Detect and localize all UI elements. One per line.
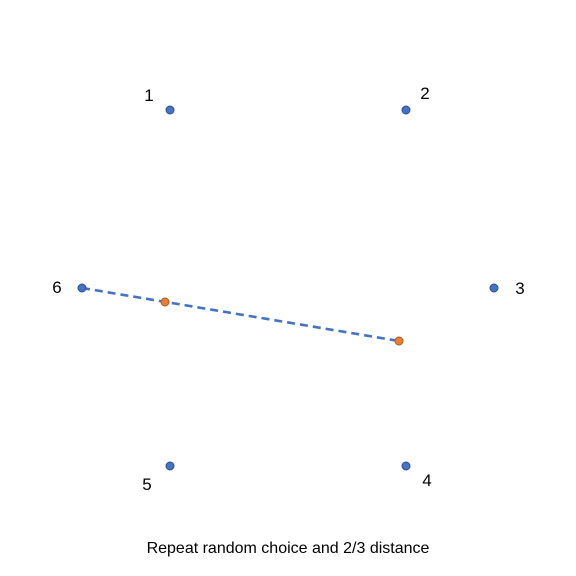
vertex-2-label: 2: [420, 84, 429, 103]
vertex-1-label: 1: [144, 86, 153, 105]
vertex-1-dot: [166, 106, 174, 114]
vertex-6-dot: [78, 284, 86, 292]
new-point-dot: [161, 298, 169, 306]
vertex-2-dot: [402, 106, 410, 114]
vertex-6-label: 6: [52, 278, 61, 297]
vertex-5-label: 5: [142, 475, 151, 494]
caption: Repeat random choice and 2/3 distance: [147, 540, 430, 557]
vertex-3-dot: [490, 284, 498, 292]
vertex-3-label: 3: [515, 279, 524, 298]
vertex-4-label: 4: [422, 471, 431, 490]
current-point-dot: [395, 337, 403, 345]
vertex-4-dot: [402, 462, 410, 470]
dashed-segment: [82, 288, 399, 341]
vertex-5-dot: [166, 462, 174, 470]
